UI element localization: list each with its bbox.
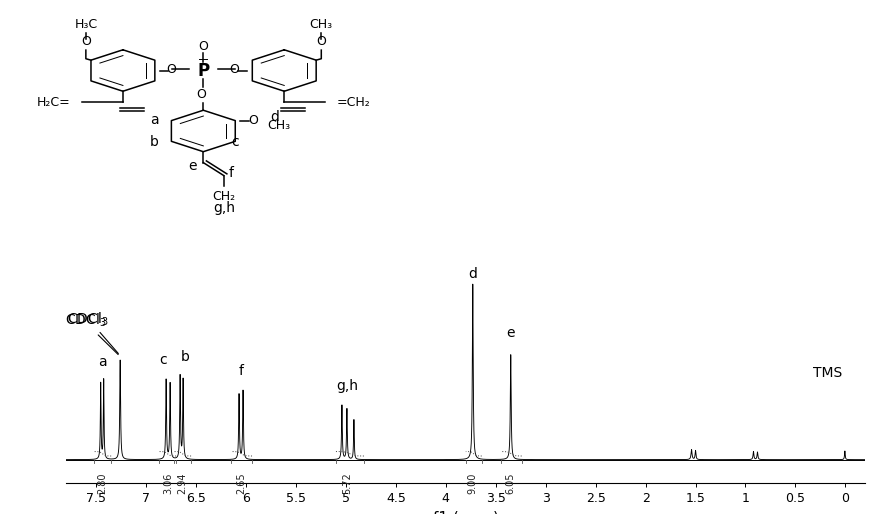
Text: g,h: g,h: [213, 201, 235, 215]
Text: 9.00: 9.00: [468, 473, 478, 494]
Text: d: d: [468, 267, 477, 282]
Text: O: O: [81, 35, 91, 48]
Text: O: O: [196, 88, 207, 101]
Text: e: e: [188, 158, 196, 173]
Text: H₃C: H₃C: [74, 19, 97, 31]
Text: e: e: [507, 326, 515, 340]
Text: O: O: [316, 35, 326, 48]
Text: 2.94: 2.94: [177, 473, 187, 494]
Text: CDCl$_3$: CDCl$_3$: [67, 310, 118, 354]
Text: 6.05: 6.05: [506, 473, 516, 494]
Text: O: O: [199, 40, 208, 52]
X-axis label: f1 (ppm): f1 (ppm): [433, 511, 499, 514]
Text: f: f: [238, 364, 244, 378]
Text: c: c: [231, 135, 239, 149]
Text: f: f: [229, 166, 234, 180]
Text: a: a: [98, 355, 107, 369]
Text: O: O: [248, 114, 258, 126]
Text: 2.65: 2.65: [236, 473, 246, 494]
Text: H₂C=: H₂C=: [37, 96, 71, 108]
Text: O: O: [230, 63, 239, 76]
Text: g,h: g,h: [336, 379, 358, 393]
Text: TMS: TMS: [812, 366, 842, 380]
Text: 3.06: 3.06: [163, 473, 173, 494]
Text: CH₃: CH₃: [268, 119, 291, 132]
Text: c: c: [159, 353, 167, 368]
Text: O: O: [166, 63, 177, 76]
Text: CDCl$_3$: CDCl$_3$: [65, 312, 107, 329]
Text: b: b: [150, 135, 159, 149]
Text: 2.80: 2.80: [97, 473, 107, 494]
Text: P: P: [197, 62, 209, 80]
Text: a: a: [150, 113, 159, 127]
Text: CH₂: CH₂: [212, 190, 236, 203]
Text: =CH₂: =CH₂: [336, 96, 370, 108]
Text: d: d: [270, 109, 279, 123]
Text: 5.72: 5.72: [342, 473, 352, 494]
Text: CH₃: CH₃: [310, 19, 333, 31]
Text: b: b: [181, 350, 190, 364]
